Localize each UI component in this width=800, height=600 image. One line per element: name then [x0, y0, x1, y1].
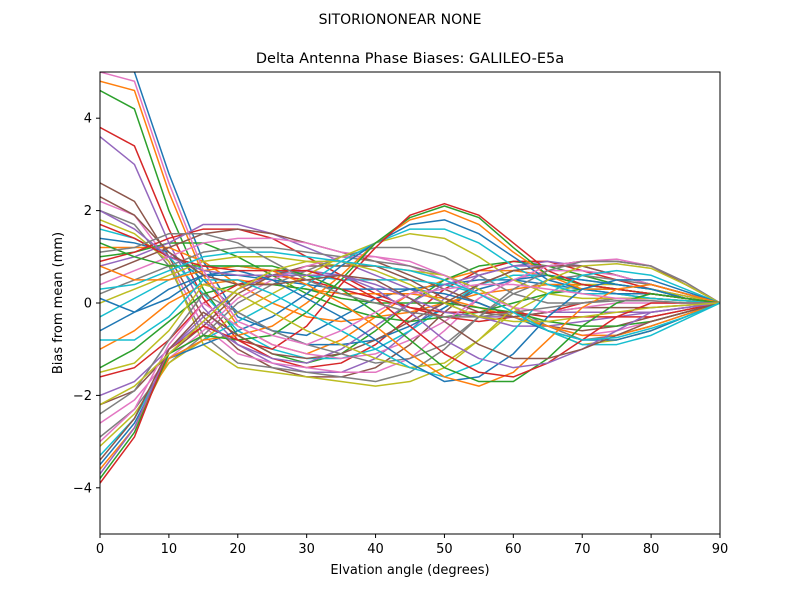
- chart-title: Delta Antenna Phase Biases: GALILEO-E5a: [256, 51, 564, 67]
- x-tick-label: 50: [436, 542, 453, 557]
- series-line-47: [100, 72, 720, 346]
- x-tick-label: 70: [574, 542, 591, 557]
- x-tick-label: 80: [643, 542, 660, 557]
- ticks-layer: 0 10 20 30 40 50 60 70 80 90 −4 −2 0 2 4: [73, 112, 728, 557]
- x-tick-label: 90: [712, 542, 729, 557]
- x-tick-label: 20: [230, 542, 247, 557]
- y-tick-label: −2: [73, 389, 92, 404]
- series-line-44: [100, 223, 720, 378]
- y-tick-label: 4: [84, 112, 92, 127]
- x-tick-label: 60: [505, 542, 522, 557]
- x-tick-label: 30: [298, 542, 315, 557]
- y-tick-label: 0: [84, 297, 92, 312]
- x-tick-label: 0: [96, 542, 104, 557]
- series-line-38: [100, 260, 720, 415]
- y-axis-label: Bias from mean (mm): [51, 232, 66, 374]
- series-layer: [100, 72, 720, 484]
- series-line-49: [100, 260, 720, 406]
- x-tick-label: 40: [367, 542, 384, 557]
- x-tick-label: 10: [161, 542, 178, 557]
- x-axis-label: Elvation angle (degrees): [330, 563, 489, 578]
- series-line-40: [100, 269, 720, 378]
- series-line-31: [100, 219, 720, 466]
- series-line-46: [100, 196, 720, 360]
- series-line-48: [100, 232, 720, 318]
- figure-suptitle: SITORIONONEAR NONE: [319, 12, 482, 28]
- y-tick-label: −4: [73, 481, 92, 496]
- series-line-50: [100, 251, 720, 341]
- y-tick-label: 2: [84, 204, 92, 219]
- plot-frame: [99, 71, 721, 535]
